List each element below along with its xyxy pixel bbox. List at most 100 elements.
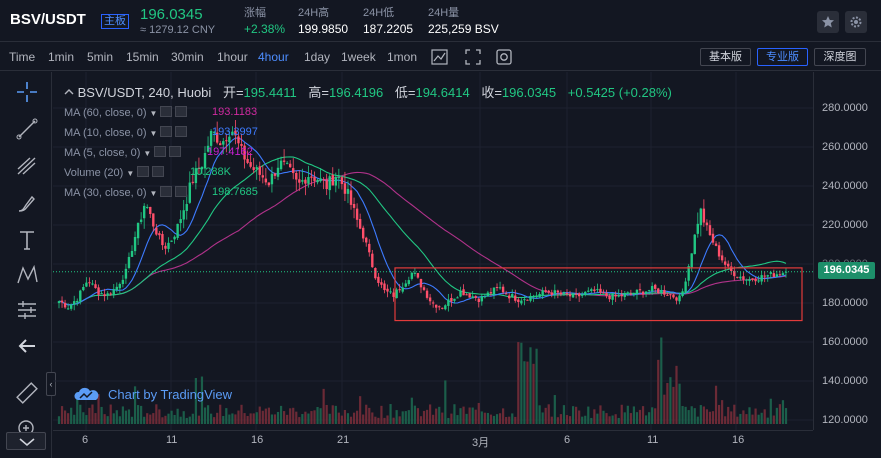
watermark-text: Chart by TradingView: [108, 387, 233, 402]
caret-down-icon[interactable]: ▼: [149, 109, 158, 118]
settings-icon[interactable]: [154, 146, 167, 157]
interval-1min[interactable]: 1min: [48, 50, 75, 64]
close-icon[interactable]: [169, 146, 182, 157]
time-tick: 11: [647, 434, 659, 446]
text-icon[interactable]: [15, 228, 39, 252]
candle-body: [112, 289, 115, 295]
candle-body: [231, 131, 234, 136]
volume-bar: [173, 414, 176, 424]
candle-body: [754, 279, 757, 282]
volume-bar: [623, 412, 626, 424]
candle-body: [136, 222, 140, 239]
pro-version-button[interactable]: 专业版: [757, 48, 808, 66]
caret-down-icon[interactable]: ▼: [126, 169, 135, 178]
fib-retracement-icon[interactable]: [15, 154, 39, 178]
candle-body: [76, 300, 79, 303]
close-icon[interactable]: [152, 166, 165, 177]
candle-body: [203, 152, 207, 169]
volume-bar: [736, 416, 739, 424]
volume-bar: [745, 414, 748, 424]
indicator-ma5[interactable]: MA (5, close, 0) ▼: [64, 146, 182, 159]
interval-5min[interactable]: 5min: [87, 50, 114, 64]
pair-symbol[interactable]: BSV/USDT: [10, 11, 86, 28]
volume-bar: [325, 404, 328, 424]
interval-1hour[interactable]: 1hour: [217, 50, 248, 64]
candle-body: [158, 233, 161, 236]
volume-bar: [538, 405, 541, 424]
candle-body: [532, 296, 535, 298]
indicator-ma60[interactable]: MA (60, close, 0) ▼: [64, 106, 188, 119]
stat-label: 24H高: [298, 7, 330, 19]
volume-bar: [118, 416, 121, 424]
chevron-up-icon[interactable]: [64, 87, 74, 97]
tradingview-watermark[interactable]: Chart by TradingView: [74, 386, 232, 402]
basic-version-button[interactable]: 基本版: [700, 48, 751, 66]
indicator-volume[interactable]: Volume (20) ▼: [64, 166, 165, 179]
interval-4hour[interactable]: 4hour: [258, 50, 289, 64]
volume-bar: [270, 414, 274, 424]
trend-line-icon[interactable]: [15, 117, 39, 141]
interval-1day[interactable]: 1day: [304, 50, 331, 64]
time-tick: 16: [732, 434, 745, 446]
settings-icon[interactable]: [160, 186, 173, 197]
settings-icon[interactable]: [160, 106, 173, 117]
volume-bar: [234, 414, 237, 424]
crosshair-icon[interactable]: [15, 80, 39, 104]
time-tick: 6: [82, 434, 89, 446]
indicators-icon[interactable]: [430, 47, 450, 67]
more-tools-button[interactable]: [6, 432, 46, 450]
interval-time[interactable]: Time: [9, 50, 36, 64]
fullscreen-icon[interactable]: [463, 47, 483, 67]
settings-button[interactable]: [845, 11, 867, 33]
volume-bar: [319, 408, 322, 424]
candle-body: [258, 166, 261, 175]
indicator-ma30[interactable]: MA (30, close, 0) ▼: [64, 186, 188, 199]
volume-bar: [617, 417, 620, 424]
volume-bar: [651, 407, 654, 424]
candle-body: [602, 292, 605, 294]
close-icon[interactable]: [175, 186, 188, 197]
candle-body: [316, 179, 319, 183]
volume-bar: [170, 410, 173, 424]
back-arrow-icon[interactable]: [15, 334, 39, 358]
depth-chart-button[interactable]: 深度图: [814, 48, 866, 66]
interval-1mon[interactable]: 1mon: [387, 50, 418, 64]
highlight-box: [394, 267, 803, 322]
favorite-button[interactable]: [817, 11, 839, 33]
indicator-ma10[interactable]: MA (10, close, 0) ▼: [64, 126, 188, 139]
settings-icon[interactable]: [160, 126, 173, 137]
pattern-icon[interactable]: [15, 263, 39, 287]
volume-bar: [322, 388, 325, 424]
volume-bar: [282, 411, 286, 424]
price-chart[interactable]: [53, 72, 813, 458]
candle-body: [617, 295, 620, 297]
caret-down-icon[interactable]: ▼: [143, 149, 152, 158]
close-icon[interactable]: [175, 106, 188, 117]
interval-15min[interactable]: 15min: [126, 50, 159, 64]
volume-bar: [365, 404, 368, 424]
volume-bar: [194, 378, 197, 424]
caret-down-icon[interactable]: ▼: [149, 129, 158, 138]
interval-30min[interactable]: 30min: [171, 50, 204, 64]
measure-icon[interactable]: [15, 298, 39, 322]
settings-icon[interactable]: [137, 166, 150, 177]
time-tick: 16: [251, 434, 264, 446]
caret-down-icon[interactable]: ▼: [149, 189, 158, 198]
brush-icon[interactable]: [15, 191, 39, 215]
candle-body: [63, 302, 67, 308]
volume-bar: [486, 412, 489, 424]
close-icon[interactable]: [175, 126, 188, 137]
volume-bar: [67, 413, 70, 424]
candle-body: [79, 290, 82, 302]
ruler-icon[interactable]: [15, 381, 39, 405]
volume-bar: [505, 417, 508, 424]
interval-1week[interactable]: 1week: [341, 50, 376, 64]
volume-bar: [416, 408, 420, 424]
volume-bar: [553, 395, 556, 424]
volume-bar: [70, 407, 73, 424]
candle-body: [766, 275, 769, 277]
candle-body: [392, 292, 395, 297]
screenshot-icon[interactable]: [494, 47, 514, 67]
collapse-toolbar-button[interactable]: ‹: [46, 372, 56, 396]
candle-body: [146, 206, 149, 208]
